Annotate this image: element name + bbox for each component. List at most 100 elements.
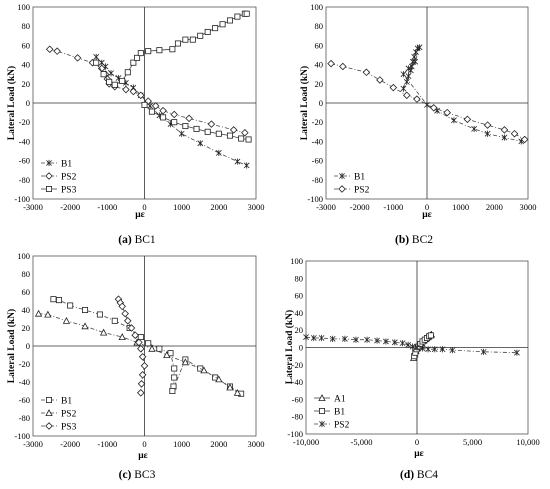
data-point	[233, 388, 242, 396]
data-point	[212, 374, 219, 381]
data-point	[96, 311, 103, 318]
y-tick-label: 60	[295, 291, 304, 301]
data-point	[226, 132, 233, 139]
data-point	[197, 140, 204, 147]
y-axis-title: Lateral Load (kN)	[6, 309, 17, 383]
x-tick-label: 1000	[173, 202, 190, 212]
data-point	[134, 54, 141, 61]
data-point	[389, 83, 398, 92]
x-tick-label: 1000	[452, 202, 469, 212]
y-tick-label: -60	[312, 156, 323, 166]
x-axis-title: με	[135, 210, 144, 220]
series-ps2	[303, 334, 520, 356]
data-point	[327, 59, 335, 68]
y-tick-label: 80	[295, 273, 304, 283]
data-point	[245, 136, 252, 143]
legend-marker	[46, 396, 53, 403]
y-tick-label: 40	[295, 308, 304, 318]
legend-label: PS2	[354, 186, 370, 196]
legend-marker	[45, 409, 53, 417]
data-point	[364, 336, 370, 343]
data-point	[500, 126, 509, 134]
data-point	[189, 36, 196, 43]
x-tick-label: 0	[142, 439, 146, 449]
y-tick-label: 80	[22, 21, 31, 31]
data-point	[429, 104, 438, 112]
data-point	[137, 333, 144, 340]
x-tick-label: 2000	[486, 202, 503, 212]
data-point	[100, 71, 107, 78]
y-tick-label: 80	[315, 21, 324, 31]
legend-label: B1	[354, 173, 365, 183]
data-point	[121, 309, 129, 318]
y-tick-label: 0	[319, 98, 323, 108]
data-point	[439, 346, 446, 353]
data-point	[219, 21, 226, 28]
y-tick-label: -100	[14, 194, 30, 204]
data-point	[171, 119, 178, 126]
series-ps2	[34, 309, 242, 396]
data-point	[181, 358, 190, 366]
data-point	[400, 71, 407, 78]
data-point	[119, 77, 126, 84]
y-tick-label: 60	[22, 287, 31, 297]
y-tick-label: 100	[290, 256, 303, 266]
data-point	[399, 340, 406, 347]
data-point	[310, 334, 317, 342]
data-point	[45, 45, 54, 54]
data-point	[483, 121, 492, 129]
data-point	[73, 54, 82, 62]
data-point	[99, 328, 108, 336]
legend-marker	[46, 159, 52, 167]
data-point	[118, 302, 126, 311]
data-point	[122, 85, 130, 94]
legend-label: PS2	[61, 173, 77, 183]
legend-entry-ps3: PS3	[41, 422, 77, 433]
x-tick-label: 1000	[173, 439, 190, 449]
data-point	[212, 25, 219, 32]
data-point	[229, 126, 238, 134]
y-tick-label: -40	[292, 377, 303, 387]
caption-letter: (d)	[400, 469, 414, 481]
y-tick-label: 40	[22, 305, 31, 315]
data-point	[169, 46, 176, 53]
data-point	[82, 306, 89, 313]
data-point	[137, 344, 145, 353]
y-tick-label: -100	[287, 429, 303, 439]
data-point	[145, 48, 152, 55]
caption-name: BC4	[414, 469, 438, 481]
x-tick-label: 0	[142, 202, 146, 212]
x-tick-label: 2000	[210, 202, 227, 212]
panel-caption: (b) BC2	[395, 234, 433, 246]
data-point	[197, 32, 204, 39]
legend-entry-b1: B1	[314, 408, 345, 418]
data-point	[362, 68, 371, 77]
y-tick-label: 100	[17, 2, 30, 12]
series-unnamed	[141, 101, 252, 143]
x-tick-label: 3000	[248, 439, 265, 449]
data-point	[169, 387, 176, 394]
data-point	[413, 95, 421, 103]
data-point	[405, 341, 412, 349]
data-point	[480, 348, 487, 355]
legend-label: A1	[334, 395, 346, 405]
data-point	[111, 317, 118, 324]
data-point	[130, 59, 137, 66]
y-tick-label: 20	[295, 325, 304, 335]
caption-letter: (b)	[395, 234, 409, 246]
data-point	[129, 87, 138, 96]
legend-entry-ps2: PS2	[334, 185, 370, 196]
data-point	[148, 108, 155, 115]
x-axis-title: με	[422, 210, 431, 220]
y-tick-label: -40	[312, 136, 323, 146]
data-point	[170, 110, 178, 119]
data-point	[241, 128, 249, 137]
legend-label: PS3	[61, 423, 77, 433]
y-tick-label: 100	[310, 2, 323, 12]
legend-entry-ps2: PS2	[41, 172, 77, 183]
legend-label: PS3	[61, 186, 77, 196]
x-tick-label: -3000	[23, 439, 43, 449]
data-point	[412, 58, 419, 65]
data-point	[383, 338, 389, 345]
